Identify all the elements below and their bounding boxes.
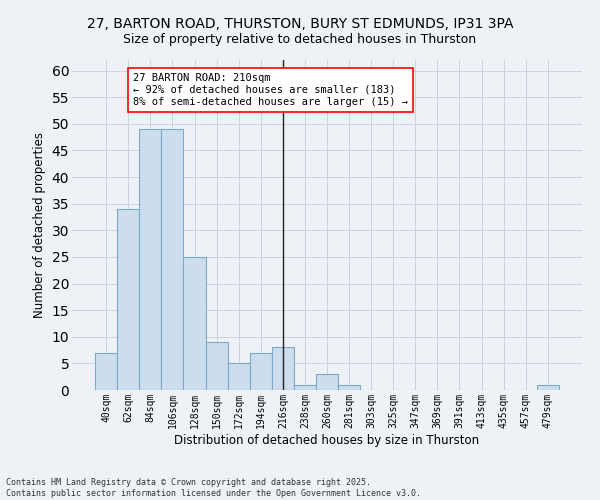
Text: 27 BARTON ROAD: 210sqm
← 92% of detached houses are smaller (183)
8% of semi-det: 27 BARTON ROAD: 210sqm ← 92% of detached… [133,74,408,106]
Bar [139,129,161,390]
Bar [250,352,272,390]
Bar [294,384,316,390]
Text: Size of property relative to detached houses in Thurston: Size of property relative to detached ho… [124,32,476,46]
Bar [117,209,139,390]
Bar [316,374,338,390]
Text: Contains HM Land Registry data © Crown copyright and database right 2025.
Contai: Contains HM Land Registry data © Crown c… [6,478,421,498]
Y-axis label: Number of detached properties: Number of detached properties [33,132,46,318]
Bar [206,342,227,390]
Bar [537,384,559,390]
Text: 27, BARTON ROAD, THURSTON, BURY ST EDMUNDS, IP31 3PA: 27, BARTON ROAD, THURSTON, BURY ST EDMUN… [87,18,513,32]
Bar [338,384,360,390]
Bar [227,364,250,390]
X-axis label: Distribution of detached houses by size in Thurston: Distribution of detached houses by size … [175,434,479,446]
Bar [95,352,117,390]
Bar [184,257,206,390]
Bar [161,129,184,390]
Bar [272,348,294,390]
